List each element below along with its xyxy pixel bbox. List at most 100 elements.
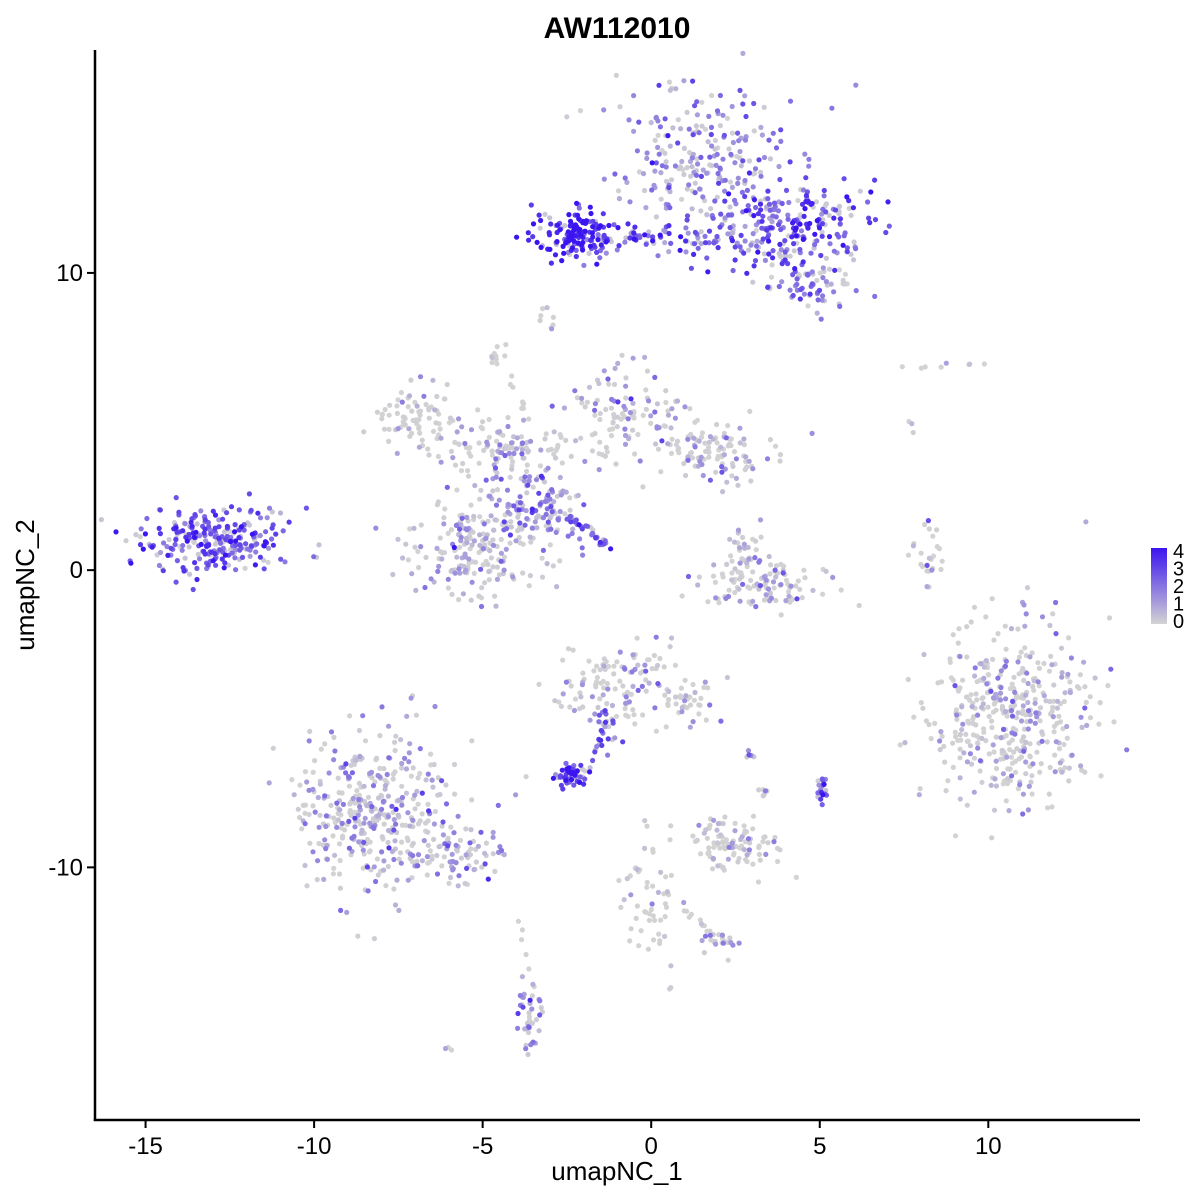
cell-point (381, 766, 387, 772)
cell-point (331, 815, 337, 821)
cell-point (622, 432, 629, 439)
cell-point (405, 810, 411, 816)
cell-point (626, 699, 633, 705)
cell-point (710, 573, 717, 579)
cell-point (233, 542, 239, 548)
cell-point (451, 544, 457, 551)
cell-point (748, 577, 754, 583)
cell-point (918, 550, 924, 556)
cell-point (588, 210, 594, 217)
cell-point (615, 360, 621, 366)
cell-point (557, 474, 563, 481)
cell-point (923, 718, 930, 724)
cell-point (509, 445, 515, 451)
cell-point (277, 510, 284, 516)
cell-point (753, 547, 759, 553)
cell-point (1022, 623, 1028, 629)
cell-point (419, 858, 425, 864)
cell-point (202, 517, 208, 523)
cell-point (715, 821, 722, 827)
cell-point (487, 493, 493, 499)
cell-point (704, 212, 710, 218)
cell-point (801, 213, 807, 219)
cell-point (317, 812, 323, 818)
cell-point (628, 926, 634, 932)
cell-point (186, 544, 192, 550)
cell-point (579, 682, 586, 688)
cell-point (998, 735, 1004, 741)
cell-point (286, 519, 292, 525)
cell-point (140, 546, 146, 552)
cell-point (751, 263, 757, 269)
cell-point (800, 236, 806, 242)
cell-point (463, 567, 469, 573)
cell-point (775, 208, 782, 214)
cell-point (1027, 741, 1033, 747)
cell-point (1003, 658, 1010, 664)
cell-point (1003, 646, 1009, 652)
cell-point (439, 550, 445, 556)
cell-point (592, 711, 598, 717)
cell-point (690, 719, 696, 725)
cell-point (1059, 674, 1065, 680)
cell-point (571, 782, 577, 788)
cell-point (758, 207, 764, 213)
cell-point (727, 204, 733, 210)
cell-point (426, 407, 432, 413)
cell-point (851, 257, 857, 263)
cell-point (418, 522, 424, 528)
cell-point (832, 207, 839, 213)
cell-point (778, 247, 784, 253)
cell-point (403, 790, 410, 796)
cell-point (1000, 771, 1007, 777)
cell-point (872, 293, 878, 299)
cell-point (666, 688, 672, 695)
cell-point (570, 526, 576, 532)
cell-point (1007, 747, 1013, 753)
cell-point (445, 530, 451, 537)
cell-point (990, 656, 996, 663)
legend-tick-label: 3 (1173, 559, 1184, 581)
cell-point (554, 222, 561, 228)
cell-point (578, 762, 584, 768)
cell-point (617, 649, 623, 655)
cell-point (606, 381, 612, 387)
cell-point (922, 364, 928, 370)
cell-point (739, 556, 745, 562)
cell-point (425, 842, 431, 848)
cell-point (459, 515, 465, 521)
cell-point (509, 373, 515, 379)
cell-point (656, 82, 662, 88)
cell-point (663, 874, 669, 880)
cell-point (793, 225, 799, 231)
cell-point (612, 686, 618, 692)
cell-point (972, 673, 978, 679)
cell-point (253, 549, 259, 555)
cell-point (497, 442, 503, 448)
cell-point (432, 808, 438, 815)
cell-point (750, 598, 756, 604)
cell-point (379, 416, 385, 422)
cell-point (498, 550, 504, 556)
cell-point (834, 231, 840, 237)
cell-point (722, 198, 728, 204)
cell-point (192, 560, 198, 566)
cell-point (343, 770, 349, 776)
cell-point (821, 187, 827, 194)
cell-point (310, 803, 316, 809)
cell-point (355, 933, 361, 939)
cell-point (823, 568, 829, 574)
cell-point (581, 781, 587, 787)
cell-point (1064, 735, 1070, 741)
cell-point (255, 510, 261, 516)
cell-point (562, 511, 568, 517)
cell-point (525, 1029, 532, 1036)
cell-point (392, 838, 398, 844)
cell-point (425, 771, 431, 777)
cell-point (623, 235, 629, 241)
cell-point (731, 850, 737, 857)
cell-point (419, 790, 425, 796)
cell-point (742, 177, 748, 184)
cell-point (173, 579, 179, 585)
cell-point (601, 368, 607, 374)
